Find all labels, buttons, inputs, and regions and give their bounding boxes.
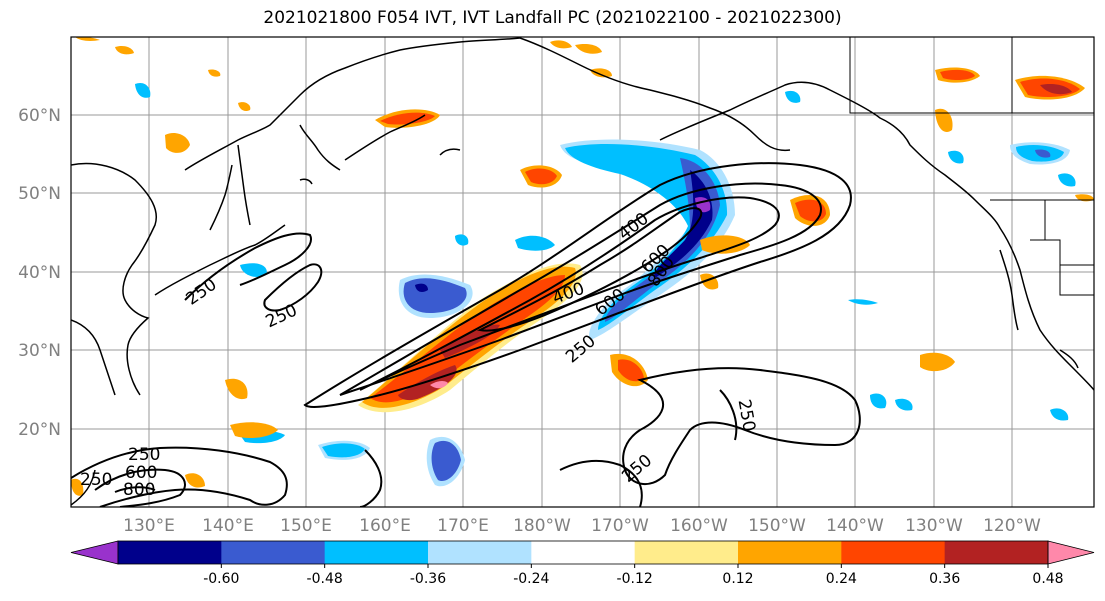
- pc-positive-blobs: [71, 37, 1094, 496]
- contour-label: 600: [125, 463, 157, 483]
- lat-label-40n: 40°N: [18, 263, 61, 283]
- contour-label: 250: [80, 470, 112, 490]
- lon-label: 160°W: [670, 516, 728, 536]
- political-borders: [849, 37, 1094, 296]
- colorbar-segments: [70, 540, 1095, 565]
- colorbar-segment: [531, 541, 636, 564]
- map-frame: [70, 36, 1095, 508]
- colorbar-segment: [944, 541, 1049, 564]
- colorbar-tick-label: -0.12: [617, 571, 653, 587]
- colorbar-segment: [118, 541, 222, 564]
- lon-label: 150°E: [280, 516, 332, 536]
- lon-label: 160°E: [359, 516, 411, 536]
- lat-label-60n: 60°N: [18, 106, 61, 126]
- lon-label: 120°W: [983, 516, 1041, 536]
- colorbar-tick-label: 0.36: [929, 571, 960, 587]
- colorbar-extend-low: [70, 540, 119, 565]
- pc-negative-band: [135, 82, 1076, 487]
- colorbar-tick-label: 0.48: [1032, 571, 1063, 587]
- colorbar-segment: [221, 541, 326, 564]
- lon-label: 180°W: [513, 516, 571, 536]
- colorbar-extend-high: [1047, 540, 1095, 565]
- latitude-labels: 60°N 50°N 40°N 30°N 20°N: [18, 106, 61, 440]
- colorbar-tick-label: -0.36: [410, 571, 446, 587]
- contour-label: 800: [123, 480, 155, 500]
- lon-label: 140°E: [202, 516, 254, 536]
- lon-label: 150°W: [748, 516, 806, 536]
- map-title: 2021021800 F054 IVT, IVT Landfall PC (20…: [263, 8, 842, 28]
- colorbar-segment: [634, 541, 739, 564]
- colorbar-tick-label: -0.60: [203, 571, 239, 587]
- colorbar-ticks: -0.60 -0.48 -0.36 -0.24 -0.12 0.12 0.24 0.36 0.4…: [203, 564, 1064, 587]
- ivt-contours: [71, 162, 861, 507]
- colorbar-segment: [738, 541, 842, 564]
- colorbar-tick-label: 0.24: [826, 571, 857, 587]
- colorbar-tick-label: -0.24: [513, 571, 549, 587]
- coastlines: [71, 37, 1094, 506]
- colorbar-segment: [324, 541, 429, 564]
- lon-label: 130°W: [905, 516, 963, 536]
- colorbar: -0.60 -0.48 -0.36 -0.24 -0.12 0.12 0.24 0.36 0.4…: [70, 540, 1095, 587]
- map-content: [71, 37, 1094, 507]
- contour-label: 250: [128, 445, 160, 465]
- colorbar-tick-label: -0.48: [307, 571, 343, 587]
- lon-label: 130°E: [123, 516, 175, 536]
- lat-label-30n: 30°N: [18, 341, 61, 361]
- lon-label: 170°W: [591, 516, 649, 536]
- lon-label: 140°W: [826, 516, 884, 536]
- lat-label-50n: 50°N: [18, 184, 61, 204]
- colorbar-segment: [428, 541, 532, 564]
- lat-label-20n: 20°N: [18, 420, 61, 440]
- longitude-labels: 130°E 140°E 150°E 160°E 170°E 180°W 170°…: [123, 516, 1041, 536]
- colorbar-segment: [841, 541, 946, 564]
- lon-label: 170°E: [437, 516, 489, 536]
- colorbar-border: [117, 540, 1049, 565]
- colorbar-tick-label: 0.12: [722, 571, 753, 587]
